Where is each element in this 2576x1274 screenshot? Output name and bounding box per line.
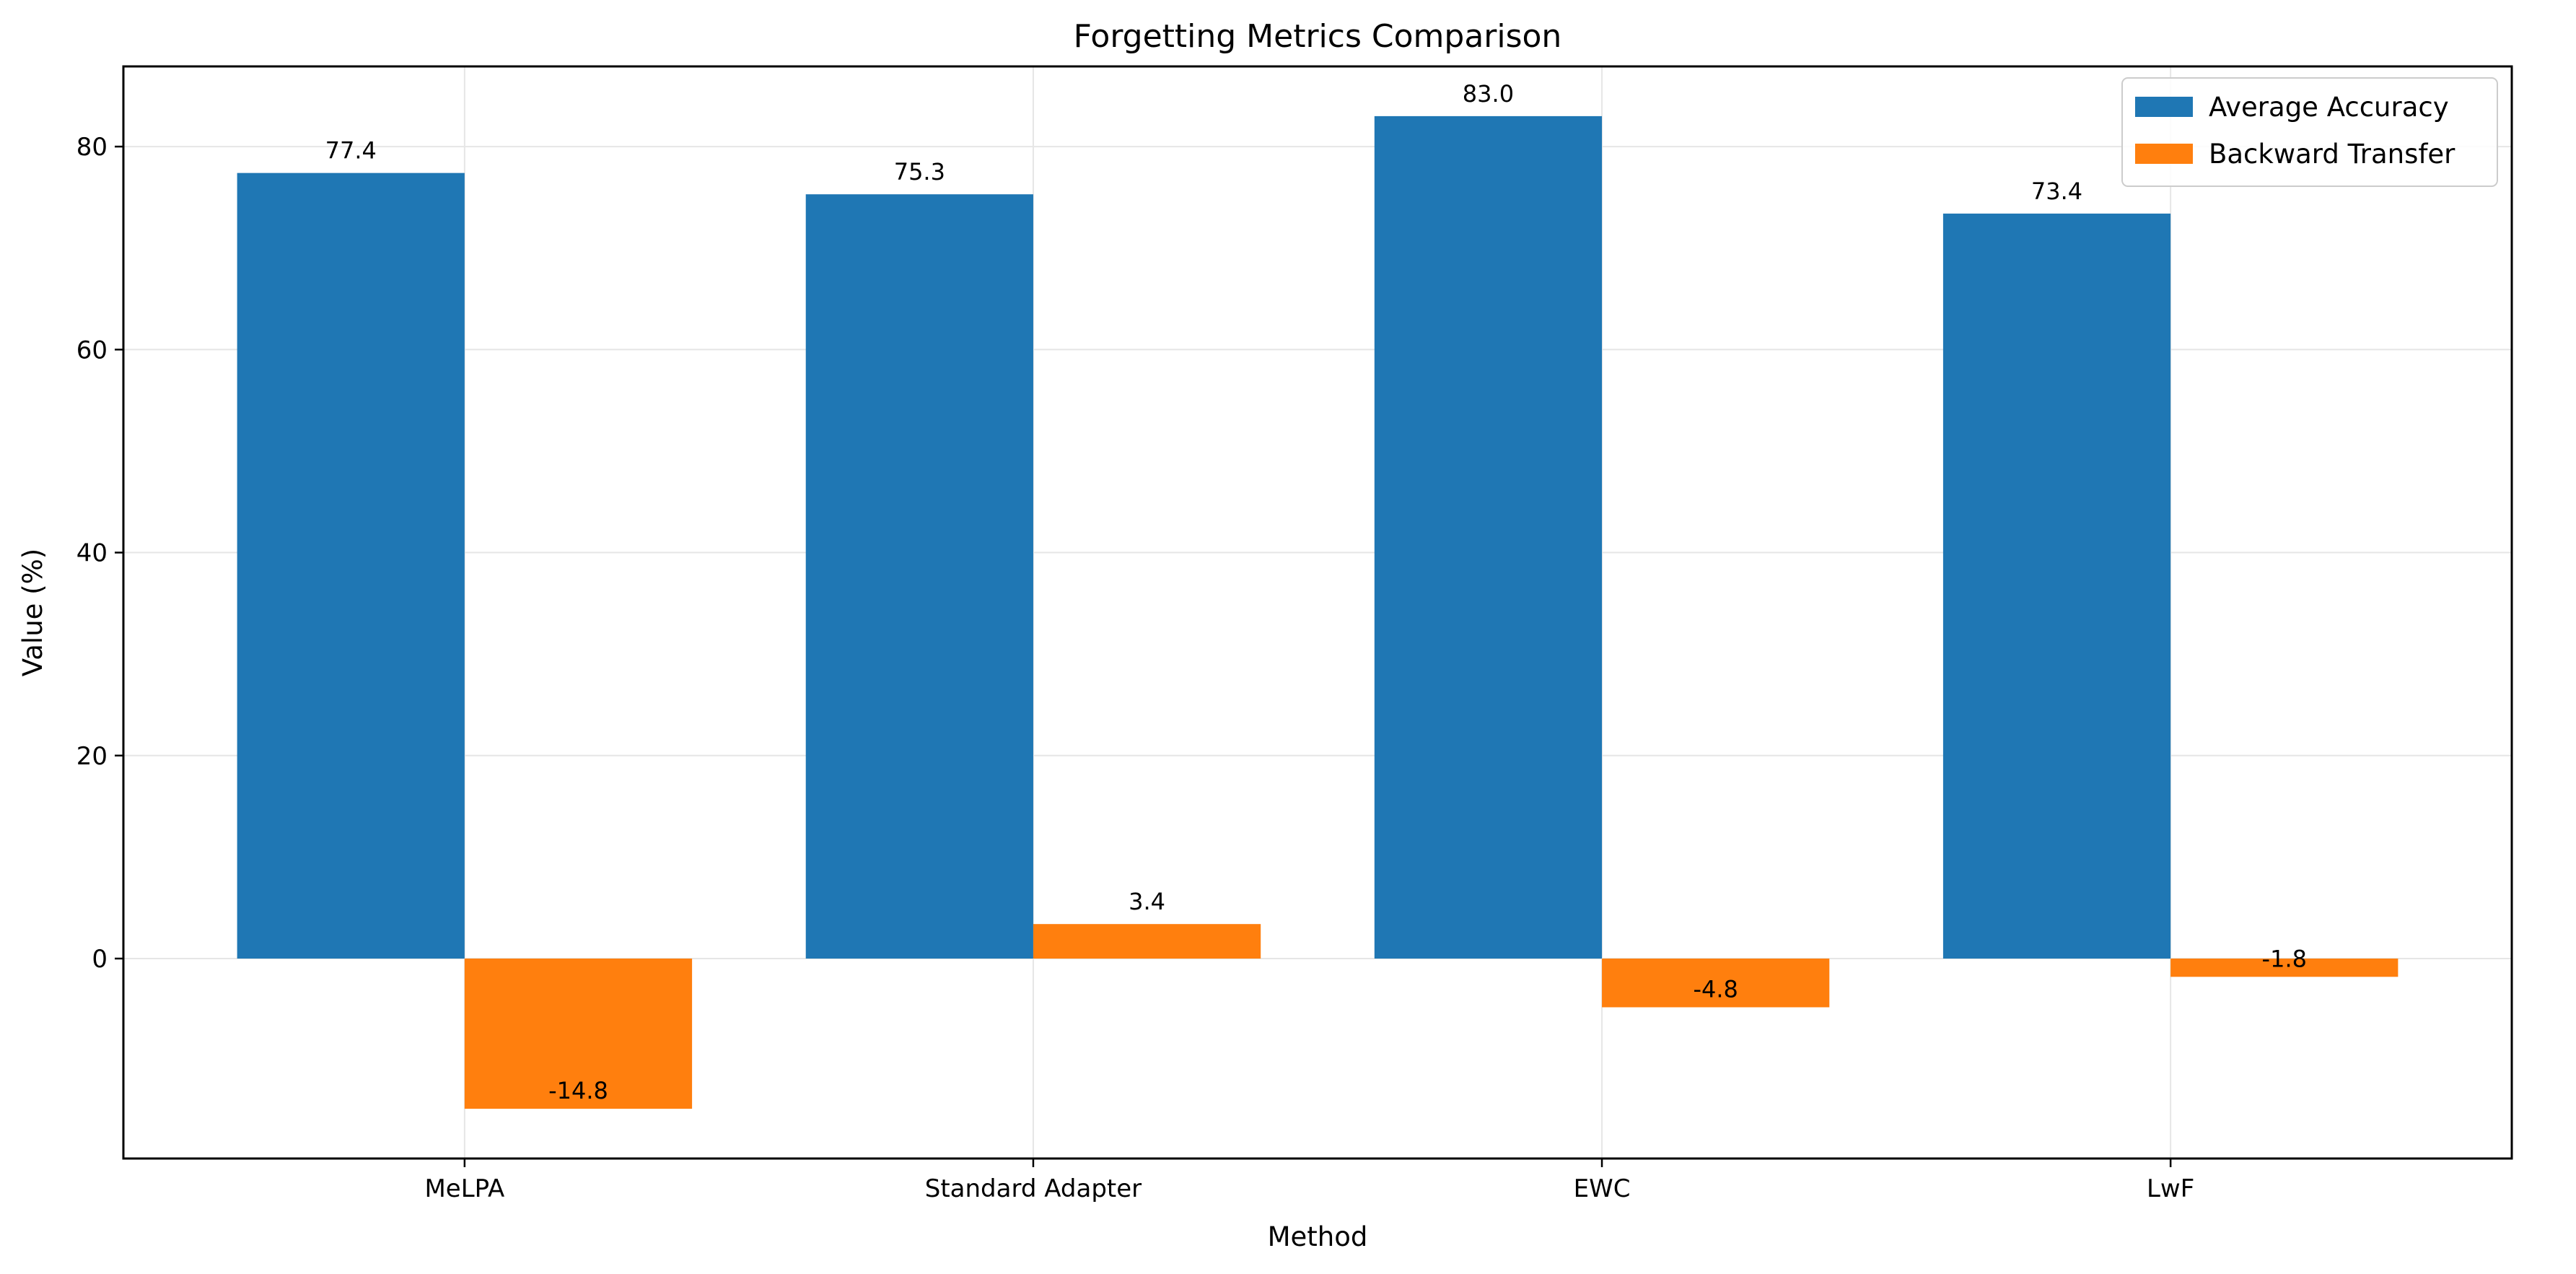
- bar-1-0: [464, 958, 693, 1109]
- data-label-1-3: -1.8: [2262, 945, 2307, 972]
- bar-0-2: [1374, 115, 1603, 959]
- y-tick-label: 80: [76, 133, 108, 162]
- y-tick-label: 0: [92, 945, 108, 974]
- data-label-0-3: 73.4: [2031, 178, 2082, 205]
- data-label-0-0: 77.4: [325, 137, 377, 165]
- x-tick-label: EWC: [1574, 1174, 1631, 1203]
- x-tick-label: MeLPA: [424, 1174, 504, 1203]
- data-label-1-1: 3.4: [1129, 888, 1165, 915]
- y-tick-label: 60: [76, 336, 108, 365]
- bar-1-2: [1602, 958, 1830, 1008]
- axes: 0 20 40 60 80 MeLPA Standard Adapter EWC LwF: [76, 133, 2195, 1203]
- y-tick-label: 20: [76, 742, 108, 771]
- data-label-0-2: 83.0: [1463, 80, 1514, 108]
- chart-title: Forgetting Metrics Comparison: [1074, 18, 1562, 55]
- legend-box: [2121, 77, 2498, 187]
- data-label-1-2: -4.8: [1693, 975, 1738, 1003]
- bar-0-0: [237, 173, 465, 959]
- data-label-0-1: 75.3: [894, 158, 945, 186]
- y-axis-label: Value (%): [17, 549, 48, 676]
- legend-swatch-1: [2135, 144, 2193, 164]
- legend-swatch-0: [2135, 97, 2193, 117]
- plot-frame: [122, 65, 2513, 1160]
- x-tick-label: Standard Adapter: [925, 1174, 1142, 1203]
- data-labels: 77.4 75.3 83.0 73.4 -14.8 3.4 -4.8 -1.8: [325, 80, 2307, 1104]
- bar-0-3: [1942, 213, 2171, 959]
- legend-label-1: Backward Transfer: [2209, 139, 2455, 170]
- legend: Average Accuracy Backward Transfer: [2121, 77, 2498, 187]
- legend-label-0: Average Accuracy: [2209, 92, 2449, 123]
- y-tick-label: 40: [76, 539, 108, 568]
- bar-0-1: [805, 194, 1033, 959]
- x-axis-label: Method: [1268, 1221, 1368, 1252]
- x-tick-label: LwF: [2147, 1174, 2194, 1203]
- bar-1-1: [1033, 924, 1261, 959]
- bar-1-3: [2170, 958, 2398, 977]
- bars: [237, 115, 2398, 1109]
- data-label-1-0: -14.8: [548, 1077, 608, 1104]
